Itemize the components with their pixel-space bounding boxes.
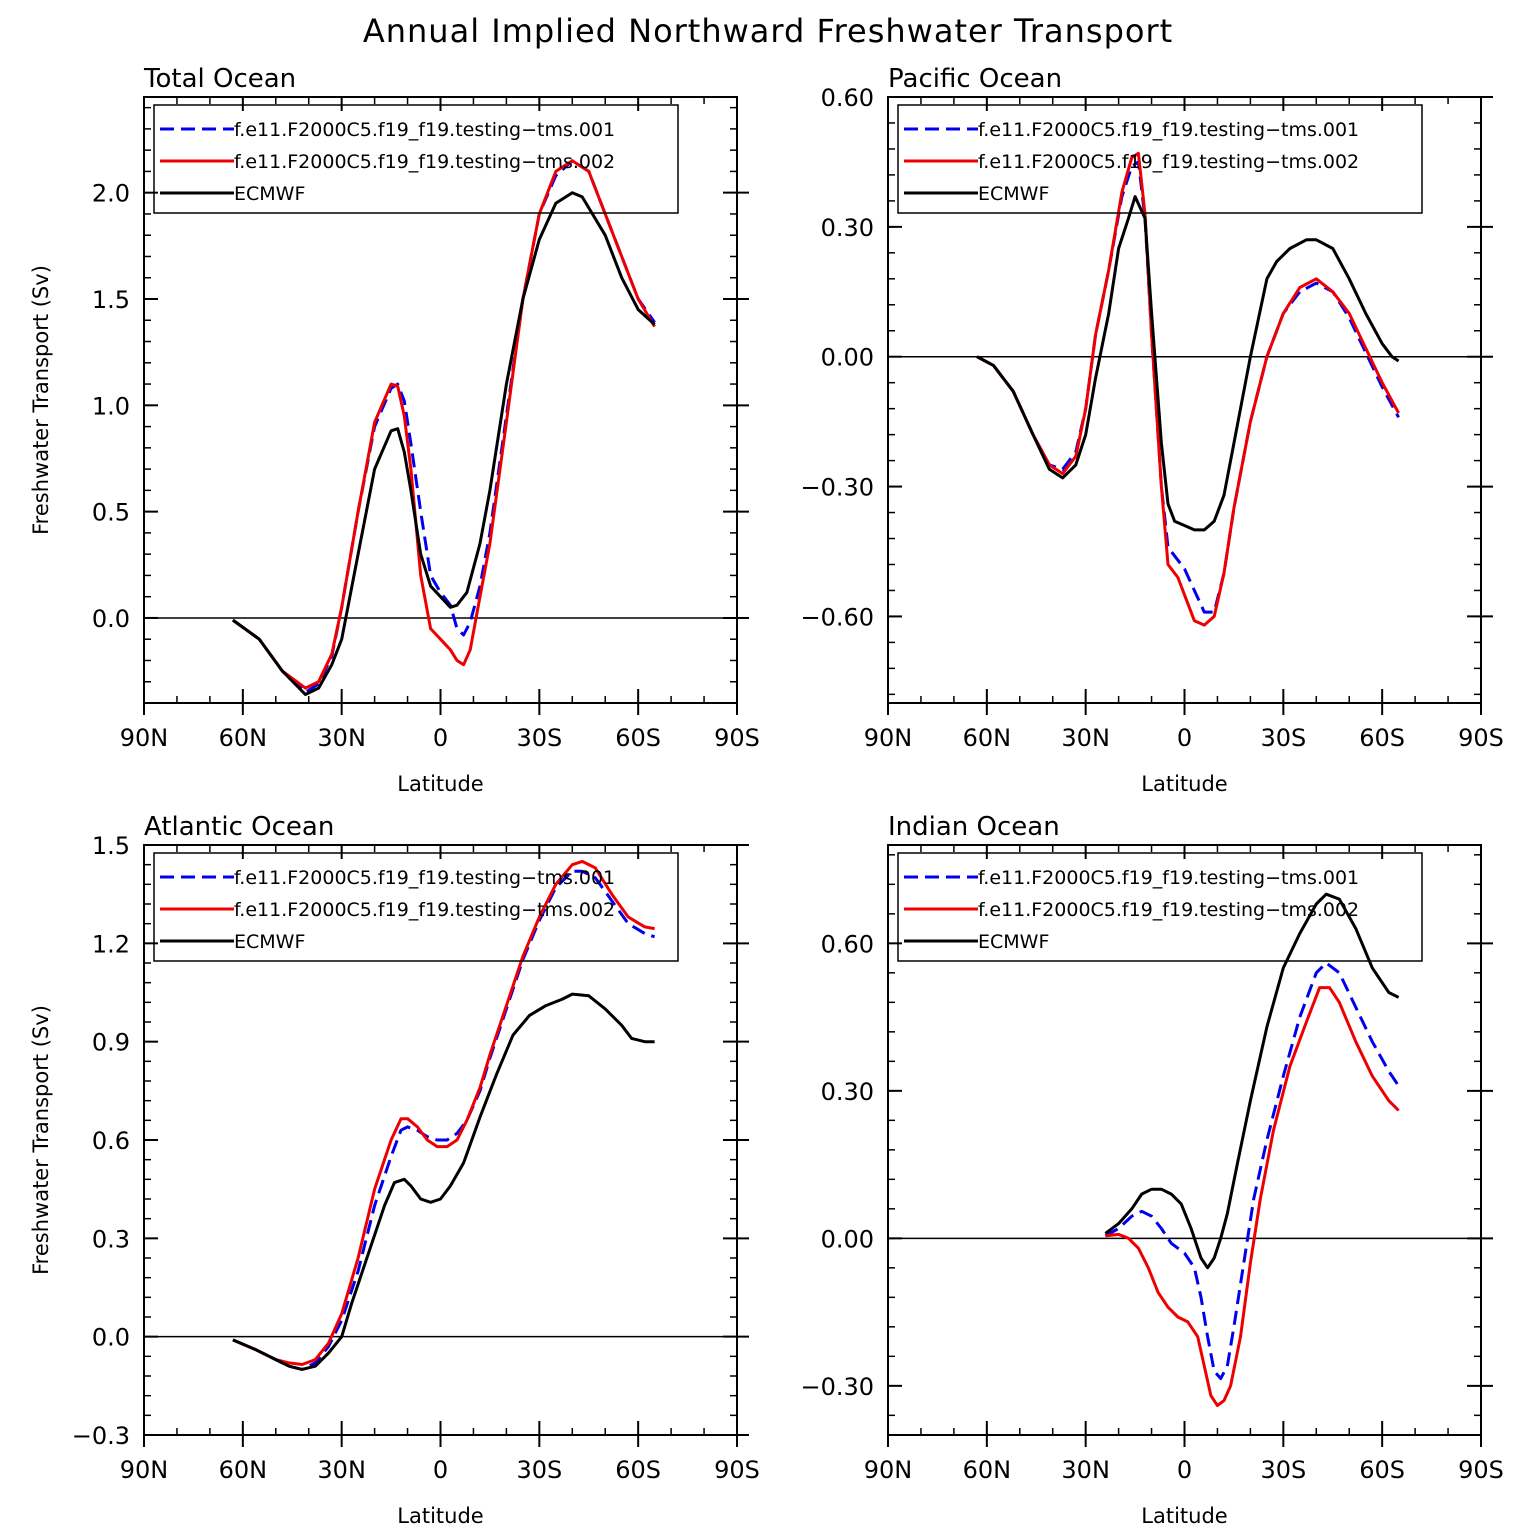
y-tick-label: 0.6: [92, 1127, 130, 1155]
legend-box: [897, 852, 1423, 962]
y-tick-label: 0.9: [92, 1029, 130, 1057]
series-line-pacific-3: [976, 195, 1400, 532]
x-tick-label: 90S: [714, 1456, 760, 1484]
y-tick-label: 1.5: [92, 286, 130, 314]
legend-box: [153, 104, 679, 214]
legend-label: f.e11.F2000C5.f19_f19.testing−tms.002: [234, 899, 615, 921]
panel-title-total: Total Ocean: [143, 64, 296, 94]
y-tick-label: 0.00: [821, 344, 874, 372]
legend-label: f.e11.F2000C5.f19_f19.testing−tms.002: [978, 899, 1359, 921]
panel-atlantic: Atlantic Ocean 90N 60N 30N 0 30S 60S 90S −0.3 0.0…: [29, 812, 760, 1528]
panel-pacific: Pacific Ocean 90N 60N 30N 0 30S 60S 90S −0.60 −0.…: [800, 64, 1503, 796]
y-tick-label: 0.60: [821, 84, 874, 112]
legend-label: f.e11.F2000C5.f19_f19.testing−tms.001: [978, 119, 1359, 141]
series-line-indian-3: [1104, 892, 1400, 1270]
legend-label: f.e11.F2000C5.f19_f19.testing−tms.001: [978, 867, 1359, 889]
y-tick-label: 0.60: [821, 930, 874, 958]
y-axis-label: Freshwater Transport (Sv): [29, 265, 53, 535]
series-line-pacific-2: [976, 151, 1400, 627]
x-tick-label: 30S: [1260, 724, 1306, 752]
y-tick-label: −0.3: [72, 1422, 130, 1450]
x-tick-label: 0: [433, 724, 448, 752]
panel-title-indian: Indian Ocean: [888, 812, 1060, 842]
x-tick-label: 90S: [714, 724, 760, 752]
x-tick-label: 0: [1177, 724, 1192, 752]
x-tick-label: 90N: [864, 1456, 913, 1484]
legend-box: [153, 852, 679, 962]
legend-label: f.e11.F2000C5.f19_f19.testing−tms.002: [978, 151, 1359, 173]
series-line-indian-2: [1105, 986, 1400, 1407]
x-tick-label: 60S: [1359, 1456, 1405, 1484]
panel-total: Total Ocean 90N 60N 30N 0 30S 60S 90S 0.0 0.5 1.0 1…: [29, 64, 760, 796]
legend-label: ECMWF: [234, 931, 305, 953]
plot-frame: [143, 844, 738, 1436]
x-tick-label: 90N: [864, 724, 913, 752]
x-tick-label: 30N: [317, 1456, 366, 1484]
legend-label: ECMWF: [978, 931, 1049, 953]
figure-title: Annual Implied Northward Freshwater Tran…: [362, 12, 1174, 50]
x-tick-label: 60S: [1359, 724, 1405, 752]
legend-label: ECMWF: [978, 183, 1049, 205]
y-tick-label: 2.0: [92, 180, 130, 208]
x-tick-label: 30N: [1061, 724, 1110, 752]
y-tick-label: 0.30: [821, 214, 874, 242]
series-line-atlantic-3: [232, 992, 655, 1371]
x-tick-label: 60N: [219, 724, 268, 752]
plot-frame: [143, 96, 738, 704]
panel-title-atlantic: Atlantic Ocean: [144, 812, 334, 842]
y-tick-label: −0.60: [800, 603, 874, 631]
series-line-pacific-1: [976, 160, 1400, 614]
x-tick-label: 60S: [615, 724, 661, 752]
y-tick-label: 1.5: [92, 832, 130, 860]
x-tick-label: 60N: [219, 1456, 268, 1484]
x-tick-label: 60N: [963, 1456, 1012, 1484]
x-tick-label: 60N: [963, 724, 1012, 752]
series-line-atlantic-1: [232, 869, 656, 1371]
series-line-indian-1: [1104, 961, 1400, 1380]
x-tick-label: 30S: [516, 724, 562, 752]
y-tick-label: 1.2: [92, 930, 130, 958]
series-line-total-2: [232, 159, 656, 690]
y-tick-label: −0.30: [800, 474, 874, 502]
x-axis-label: Latitude: [1141, 1504, 1227, 1528]
y-tick-label: 0.0: [92, 605, 130, 633]
y-tick-label: 0.00: [821, 1225, 874, 1253]
legend-label: f.e11.F2000C5.f19_f19.testing−tms.001: [234, 119, 615, 141]
legend-box: [897, 104, 1423, 214]
x-tick-label: 30N: [1061, 1456, 1110, 1484]
x-tick-label: 90N: [120, 1456, 169, 1484]
x-tick-label: 60S: [615, 1456, 661, 1484]
y-tick-label: 1.0: [92, 392, 130, 420]
panel-title-pacific: Pacific Ocean: [888, 64, 1062, 94]
series-line-total-1: [232, 159, 656, 694]
x-tick-label: 30S: [1260, 1456, 1306, 1484]
y-tick-label: 0.0: [92, 1324, 130, 1352]
plot-frame: [887, 844, 1482, 1436]
x-tick-label: 90N: [120, 724, 169, 752]
x-tick-label: 0: [433, 1456, 448, 1484]
series-line-total-3: [232, 191, 656, 696]
x-tick-label: 90S: [1458, 724, 1504, 752]
y-axis-label: Freshwater Transport (Sv): [29, 1005, 53, 1275]
x-tick-label: 30N: [317, 724, 366, 752]
legend-label: f.e11.F2000C5.f19_f19.testing−tms.001: [234, 867, 615, 889]
x-tick-label: 0: [1177, 1456, 1192, 1484]
x-tick-label: 30S: [516, 1456, 562, 1484]
x-tick-label: 90S: [1458, 1456, 1504, 1484]
y-tick-label: −0.30: [800, 1373, 874, 1401]
x-axis-label: Latitude: [397, 1504, 483, 1528]
x-axis-label: Latitude: [397, 772, 483, 796]
y-tick-label: 0.3: [92, 1225, 130, 1253]
panel-indian: Indian Ocean 90N 60N 30N 0 30S 60S 90S −0.30 0.00…: [800, 812, 1503, 1528]
y-tick-label: 0.30: [821, 1078, 874, 1106]
series-line-atlantic-2: [232, 859, 655, 1366]
plot-frame: [887, 96, 1482, 704]
y-tick-label: 0.5: [92, 499, 130, 527]
x-axis-label: Latitude: [1141, 772, 1227, 796]
legend-label: ECMWF: [234, 183, 305, 205]
legend-label: f.e11.F2000C5.f19_f19.testing−tms.002: [234, 151, 615, 173]
